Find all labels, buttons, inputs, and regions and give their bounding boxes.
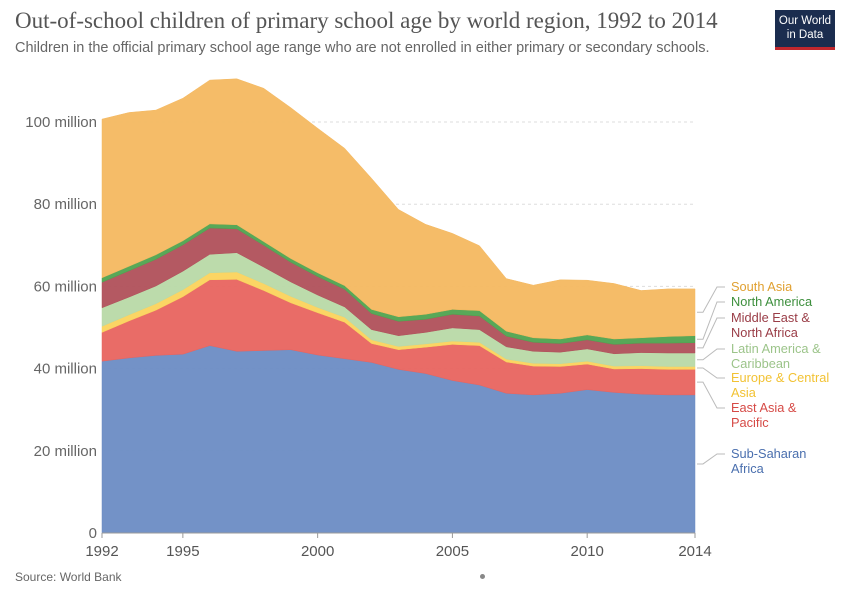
y-tick-label: 0 [89,525,97,542]
legend-connector [697,317,725,349]
legend-connector [697,381,725,409]
legend-connector [697,367,725,379]
legend-label: Africa [731,461,765,476]
legend-label: Pacific [731,415,769,430]
source-note: Source: World Bank [15,570,122,584]
y-tick-label: 80 million [34,196,97,213]
legend-connector [697,348,725,361]
navigation-dot[interactable] [480,574,485,579]
logo-line-2: in Data [786,29,824,41]
y-tick-label: 20 million [34,443,97,460]
x-tick-label: 1992 [85,543,118,560]
legend-label: East Asia & [731,400,797,415]
legend-connector [697,453,725,465]
chart-subtitle: Children in the official primary school … [15,40,710,56]
legend-label: North America [731,294,813,309]
legend-label: Latin America & [731,341,821,356]
area-south-asia[interactable] [101,78,696,340]
x-tick-label: 2005 [436,543,469,560]
y-tick-label: 40 million [34,361,97,378]
y-tick-label: 100 million [25,114,97,131]
x-tick-label: 1995 [166,543,199,560]
legend-label: South Asia [731,279,793,294]
x-tick-label: 2014 [678,543,711,560]
legend-connector [697,301,725,340]
legend-connector [697,286,725,313]
owid-logo[interactable]: Our World in Data [775,10,835,50]
x-tick-label: 2010 [570,543,603,560]
y-axis: 0 20 million 40 million 60 million 80 millio… [25,114,97,542]
legend-label: Asia [731,385,757,400]
x-axis: 1992 1995 2000 2005 2010 2014 [85,532,712,560]
legend-label: North Africa [731,325,799,340]
legend-label: Caribbean [731,356,790,371]
logo-line-1: Our World [778,15,832,27]
legend-label: Sub-Saharan [731,446,806,461]
chart-title: Out-of-school children of primary school… [15,8,718,33]
legend-label: Middle East & [731,310,810,325]
y-tick-label: 60 million [34,278,97,295]
legend-label: Europe & Central [731,370,829,385]
x-tick-label: 2000 [301,543,334,560]
area-series [101,78,696,534]
